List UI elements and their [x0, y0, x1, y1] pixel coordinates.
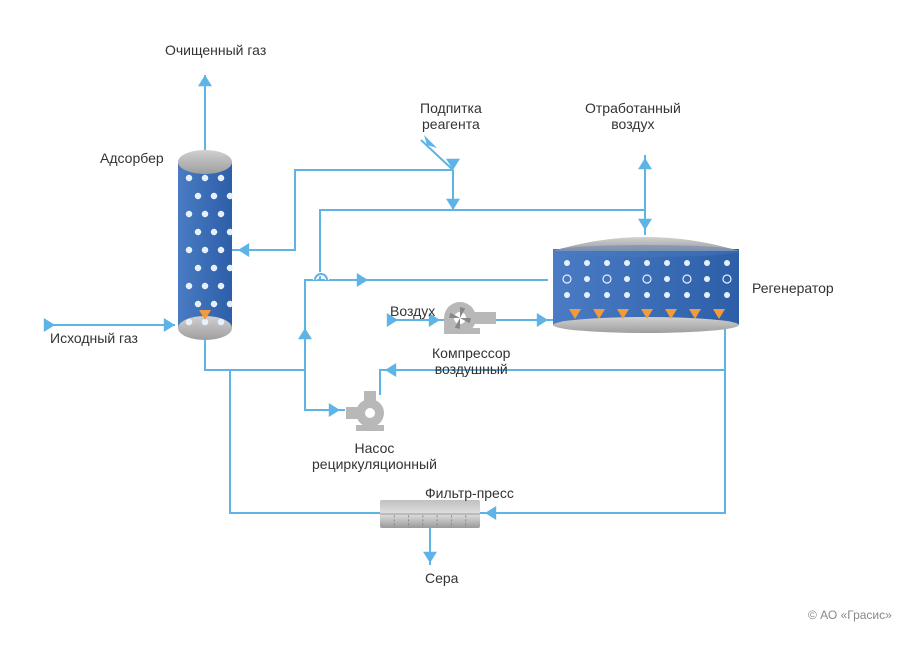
- copyright-text: © АО «Грасис»: [808, 608, 892, 622]
- label-source-gas: Исходный газ: [50, 330, 138, 346]
- label-recirc-pump: Насос рециркуляционный: [312, 440, 437, 472]
- label-filter-press: Фильтр-пресс: [425, 485, 514, 501]
- label-air: Воздух: [390, 303, 435, 319]
- label-purified-gas: Очищенный газ: [165, 42, 266, 58]
- label-air-compressor: Компрессор воздушный: [432, 345, 510, 377]
- label-reagent-makeup: Подпитка реагента: [420, 100, 482, 132]
- label-adsorber: Адсорбер: [100, 150, 164, 166]
- label-regenerator: Регенератор: [752, 280, 834, 296]
- label-exhaust-air: Отработанный воздух: [585, 100, 681, 132]
- process-diagram: [0, 0, 905, 645]
- label-sulfur: Сера: [425, 570, 458, 586]
